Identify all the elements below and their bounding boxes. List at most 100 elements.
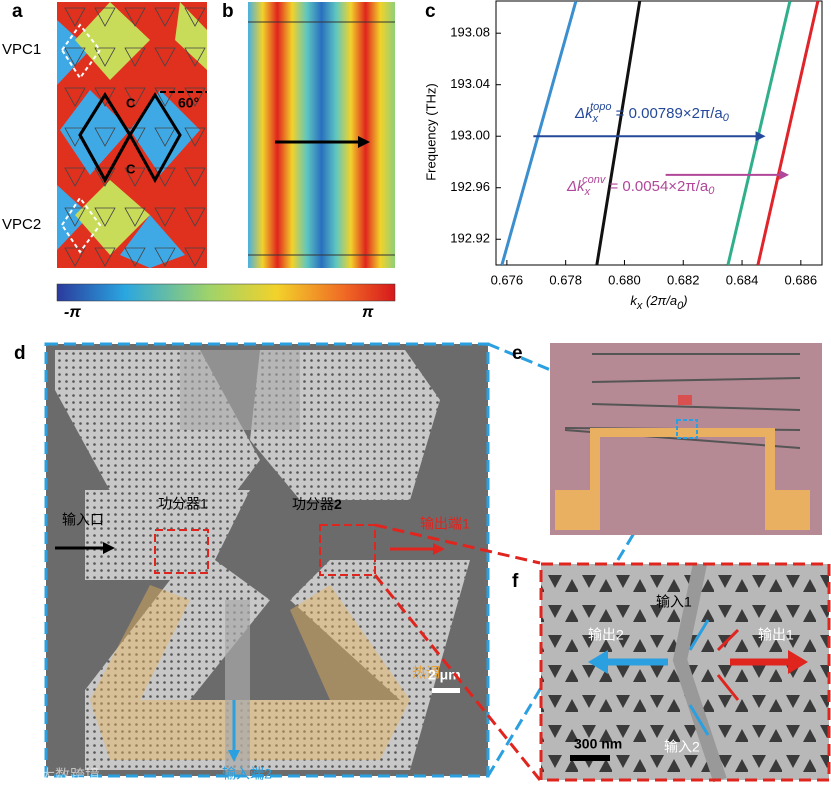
label: 输入1 bbox=[656, 594, 692, 610]
y-tick-label: 193.00 bbox=[450, 128, 490, 143]
panel-label: d bbox=[14, 343, 26, 364]
label-part: 功分器 bbox=[292, 496, 334, 512]
arrow-head bbox=[433, 543, 445, 555]
x-tick-label: 0.676 bbox=[491, 272, 524, 287]
connector bbox=[373, 574, 542, 781]
path-arrows bbox=[78, 92, 182, 184]
scale-label: 300 nm bbox=[574, 736, 622, 752]
arrow-head bbox=[228, 750, 240, 762]
angle-label: 60° bbox=[178, 95, 199, 111]
domain-wall bbox=[672, 562, 727, 783]
vpc1-marker bbox=[60, 23, 102, 80]
electrode bbox=[225, 600, 250, 776]
y-tick-label: 193.08 bbox=[450, 25, 490, 40]
point-label: C bbox=[126, 161, 136, 176]
annotation-part: 0 bbox=[723, 112, 730, 124]
annotation-arrow-head bbox=[755, 131, 766, 142]
x-tick-label: 0.680 bbox=[608, 272, 641, 287]
y-tick-label: 192.96 bbox=[450, 179, 490, 194]
panel-label: a bbox=[12, 1, 23, 22]
annotation-part: = 0.00789×2π/a bbox=[612, 105, 724, 122]
scale-bar bbox=[570, 755, 610, 761]
panel-label: c bbox=[425, 1, 436, 22]
label-part: 2 bbox=[334, 496, 342, 512]
arrow-head bbox=[588, 650, 608, 674]
x-axis-label-part: ) bbox=[681, 293, 687, 308]
x-axis-label-part: (2π/a bbox=[642, 293, 677, 308]
x-tick-label: 0.686 bbox=[785, 272, 818, 287]
label: 输出2 bbox=[588, 627, 624, 643]
watermark: 大数跨境 bbox=[40, 766, 100, 784]
arrow-head bbox=[358, 136, 370, 148]
label: 输入口 bbox=[62, 512, 104, 528]
label: 热调 bbox=[412, 665, 440, 681]
vpc-label: VPC2 bbox=[2, 216, 41, 233]
electrode bbox=[180, 350, 300, 430]
photonic-crystal bbox=[85, 490, 470, 770]
frame bbox=[539, 562, 831, 782]
panel-label: b bbox=[222, 1, 234, 22]
lattice bbox=[57, 2, 207, 268]
annotation: Δkxtopo = 0.00789×2π/a0 bbox=[574, 101, 730, 125]
x-tick-label: 0.682 bbox=[667, 272, 700, 287]
zoom-box bbox=[676, 419, 698, 439]
vpc-label: VPC1 bbox=[2, 41, 41, 58]
annotation-part: x bbox=[592, 113, 599, 125]
heater bbox=[90, 585, 410, 760]
point-label: C bbox=[126, 95, 136, 110]
arrow bbox=[688, 619, 710, 651]
arrow-head bbox=[788, 650, 808, 674]
x-axis-label-part: 0 bbox=[677, 300, 684, 312]
label: 输出端1 bbox=[420, 516, 470, 532]
y-axis-label: Frequency (THz) bbox=[423, 83, 438, 181]
panel-c: c Frequency (THz) kx (2π/a0) 0.676 0.678 0… bbox=[423, 0, 823, 312]
annotation-part: topo bbox=[590, 101, 611, 113]
x-tick-label: 0.678 bbox=[549, 272, 582, 287]
colorbar bbox=[56, 283, 396, 302]
pad bbox=[765, 490, 810, 530]
colorbar-label: -π bbox=[64, 304, 81, 321]
arrow bbox=[688, 704, 710, 736]
vpc2-marker bbox=[60, 196, 102, 254]
annotation-part: Δk bbox=[574, 105, 594, 122]
arrow bbox=[716, 628, 740, 652]
field-map bbox=[248, 2, 395, 268]
plot-frame bbox=[495, 0, 823, 266]
panel-d: d 功分器1 功分器2 输入口 输出端1 热调 2 μm 2 μm 输入端2 bbox=[14, 342, 490, 782]
x-tick-label: 0.684 bbox=[726, 272, 759, 287]
electrode bbox=[590, 428, 775, 515]
x-axis-label-part: x bbox=[636, 300, 643, 312]
pad bbox=[555, 490, 600, 530]
label: 输入端2 bbox=[222, 766, 272, 782]
annotation-part: = 0.0054×2π/a bbox=[605, 178, 709, 195]
annotation-part: 0 bbox=[708, 185, 715, 197]
annotation: Δkxconv = 0.0054×2π/a0 bbox=[566, 174, 715, 198]
label: 功分器1 bbox=[158, 496, 208, 512]
line bbox=[595, 1, 642, 265]
panel-b: b bbox=[222, 1, 395, 268]
annotation-part: Δk bbox=[566, 178, 586, 195]
line bbox=[500, 1, 578, 265]
panel-label: e bbox=[512, 343, 523, 364]
line bbox=[756, 1, 820, 265]
annotation-arrow-head bbox=[779, 169, 790, 180]
arrow bbox=[716, 674, 740, 701]
scale-bar bbox=[432, 688, 460, 693]
zoom-box bbox=[319, 524, 376, 576]
annotation-part: conv bbox=[582, 174, 607, 186]
zoom-box bbox=[154, 529, 209, 574]
y-tick-label: 193.04 bbox=[450, 76, 490, 91]
panel-e: e bbox=[512, 343, 822, 535]
colorbar-label: π bbox=[362, 304, 374, 321]
label: 输出1 bbox=[758, 627, 794, 643]
device bbox=[678, 395, 692, 405]
arrow-head bbox=[103, 542, 115, 554]
y-tick-label: 192.92 bbox=[450, 231, 490, 246]
label: 输入2 bbox=[664, 739, 700, 755]
annotation-part: x bbox=[584, 186, 591, 198]
x-axis-label-part: k bbox=[630, 293, 638, 308]
x-axis-label: kx (2π/a0) bbox=[630, 293, 687, 311]
panel-a: a VPC1 VPC2 60° C C bbox=[2, 1, 207, 268]
panel-f: f 输入1 输出2 输出1 300 nm 输入2 bbox=[512, 562, 831, 783]
